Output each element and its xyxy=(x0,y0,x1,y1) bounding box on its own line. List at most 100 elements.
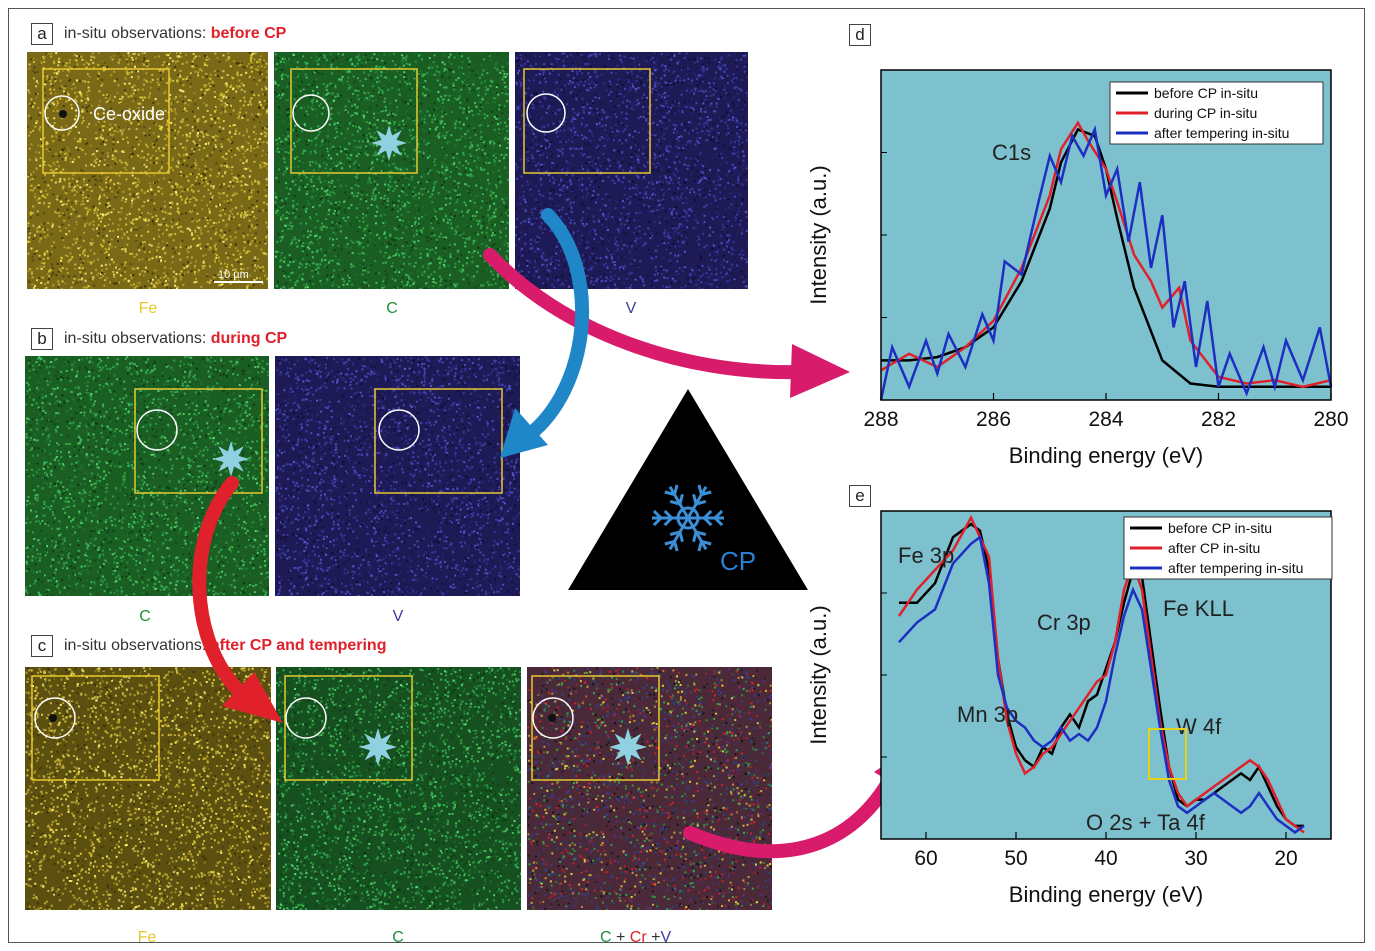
peak-annotation: O 2s + Ta 4f xyxy=(1086,810,1206,835)
panel-a-title-highlight: before CP xyxy=(211,25,287,42)
x-tick-label: 282 xyxy=(1201,408,1236,431)
roi-circle-c-c xyxy=(285,697,327,739)
legend-label: during CP in-situ xyxy=(1154,105,1257,121)
panel-a-label: a xyxy=(31,23,53,45)
cp-triangle xyxy=(568,389,808,590)
panel-b-label: b xyxy=(31,328,53,350)
label-c: C xyxy=(600,929,612,946)
arrow-a-to-d xyxy=(483,248,807,380)
peak-annotation: Fe KLL xyxy=(1163,596,1234,621)
snow-star-icon xyxy=(213,441,249,477)
map-b-c-label: C xyxy=(105,608,185,626)
panel-b-title-highlight: during CP xyxy=(211,330,287,347)
roi-box-a-fe xyxy=(42,68,170,174)
map-c-c-label: C xyxy=(358,929,438,947)
y-axis-label: Intensity (a.u.) xyxy=(806,165,831,304)
x-tick-label: 50 xyxy=(1004,847,1027,870)
legend-label: after CP in-situ xyxy=(1168,540,1260,556)
x-tick-label: 286 xyxy=(976,408,1011,431)
map-a-c-label: C xyxy=(352,300,432,318)
panel-e-label: e xyxy=(849,485,871,507)
label-plus-1: + xyxy=(612,929,630,946)
panel-a-title: in-situ observations: before CP xyxy=(64,25,286,43)
x-tick-label: 60 xyxy=(914,847,937,870)
peak-annotation: C1s xyxy=(992,140,1031,165)
panel-c-label: c xyxy=(31,635,53,657)
panel-b-title-text: in-situ observations: xyxy=(64,330,211,347)
panel-c-title-highlight: after CP and tempering xyxy=(211,637,387,654)
map-c-c xyxy=(276,667,521,910)
peak-annotation: W 4f xyxy=(1176,714,1222,739)
series-line xyxy=(880,120,1332,389)
x-tick-label: 40 xyxy=(1094,847,1117,870)
map-c-ccrv-label: C + Cr +V xyxy=(600,929,671,947)
peak-annotation: Mn 3p xyxy=(957,702,1018,727)
map-c-ccrv xyxy=(527,667,772,910)
ce-oxide-particle xyxy=(548,714,556,722)
panel-b-title: in-situ observations: during CP xyxy=(64,330,287,348)
arrowhead-b-to-c xyxy=(222,672,283,723)
roi-box-a-v xyxy=(523,68,651,174)
label-cr: Cr xyxy=(630,929,647,946)
scale-bar-label: 10 µm xyxy=(218,269,249,281)
map-a-v-label: V xyxy=(591,300,671,318)
map-a-fe-label: Fe xyxy=(108,300,188,318)
figure-frame xyxy=(8,8,1365,943)
series-line xyxy=(897,514,1305,834)
arrowhead-a-to-d xyxy=(790,344,850,398)
roi-circle-b-c xyxy=(136,409,178,451)
arrow-b-to-c xyxy=(192,476,245,697)
snow-star-icon xyxy=(359,728,397,766)
map-b-v xyxy=(275,356,520,596)
series-line xyxy=(879,125,1333,401)
map-c-fe-label: Fe xyxy=(107,929,187,947)
x-axis-label: Binding energy (eV) xyxy=(1009,443,1203,468)
peak-annotation: Fe 3p xyxy=(898,543,954,568)
legend-label: before CP in-situ xyxy=(1154,85,1258,101)
roi-circle-a-v xyxy=(526,93,566,133)
panel-a-title-text: in-situ observations: xyxy=(64,25,211,42)
map-b-c xyxy=(25,356,269,596)
map-a-c xyxy=(274,52,509,289)
roi-circle-a-c xyxy=(292,94,330,132)
w4f-highlight-box xyxy=(1148,728,1187,780)
legend-label: after tempering in-situ xyxy=(1168,560,1303,576)
legend-label: before CP in-situ xyxy=(1168,520,1272,536)
x-axis-label: Binding energy (eV) xyxy=(1009,882,1203,907)
roi-box-c-c xyxy=(284,675,413,781)
map-a-fe xyxy=(27,52,268,289)
roi-circle-a-fe xyxy=(44,95,80,131)
legend-label: after tempering in-situ xyxy=(1154,125,1289,141)
roi-box-c-fe xyxy=(31,675,160,781)
roi-circle-c-mix xyxy=(532,697,574,739)
x-tick-label: 30 xyxy=(1184,847,1207,870)
map-b-v-label: V xyxy=(358,608,438,626)
panel-c-title-text: in-situ observations: xyxy=(64,637,211,654)
y-axis-label: Intensity (a.u.) xyxy=(806,605,831,744)
ce-oxide-particle xyxy=(49,714,57,722)
snow-star-icon xyxy=(371,125,407,161)
ce-oxide-particle xyxy=(59,110,67,118)
series-line xyxy=(898,535,1305,834)
ce-oxide-annotation: Ce-oxide xyxy=(93,104,165,124)
roi-circle-b-v xyxy=(378,409,420,451)
panel-d-label: d xyxy=(849,24,871,46)
arrow-a-to-b xyxy=(528,208,589,437)
roi-circle-c-fe xyxy=(34,697,76,739)
x-tick-label: 288 xyxy=(863,408,898,431)
cp-label: CP xyxy=(720,546,756,576)
snowflake-icon xyxy=(652,484,724,552)
snow-star-icon xyxy=(609,728,647,766)
x-tick-label: 280 xyxy=(1313,408,1348,431)
arrow-c-to-e xyxy=(683,763,902,859)
roi-box-b-v xyxy=(374,388,503,494)
roi-box-b-c xyxy=(134,388,263,494)
map-a-v xyxy=(515,52,748,289)
peak-annotation: Cr 3p xyxy=(1037,610,1091,635)
roi-box-c-mix xyxy=(531,675,660,781)
label-plus-2: + xyxy=(647,929,660,946)
roi-box-a-c xyxy=(290,68,418,174)
